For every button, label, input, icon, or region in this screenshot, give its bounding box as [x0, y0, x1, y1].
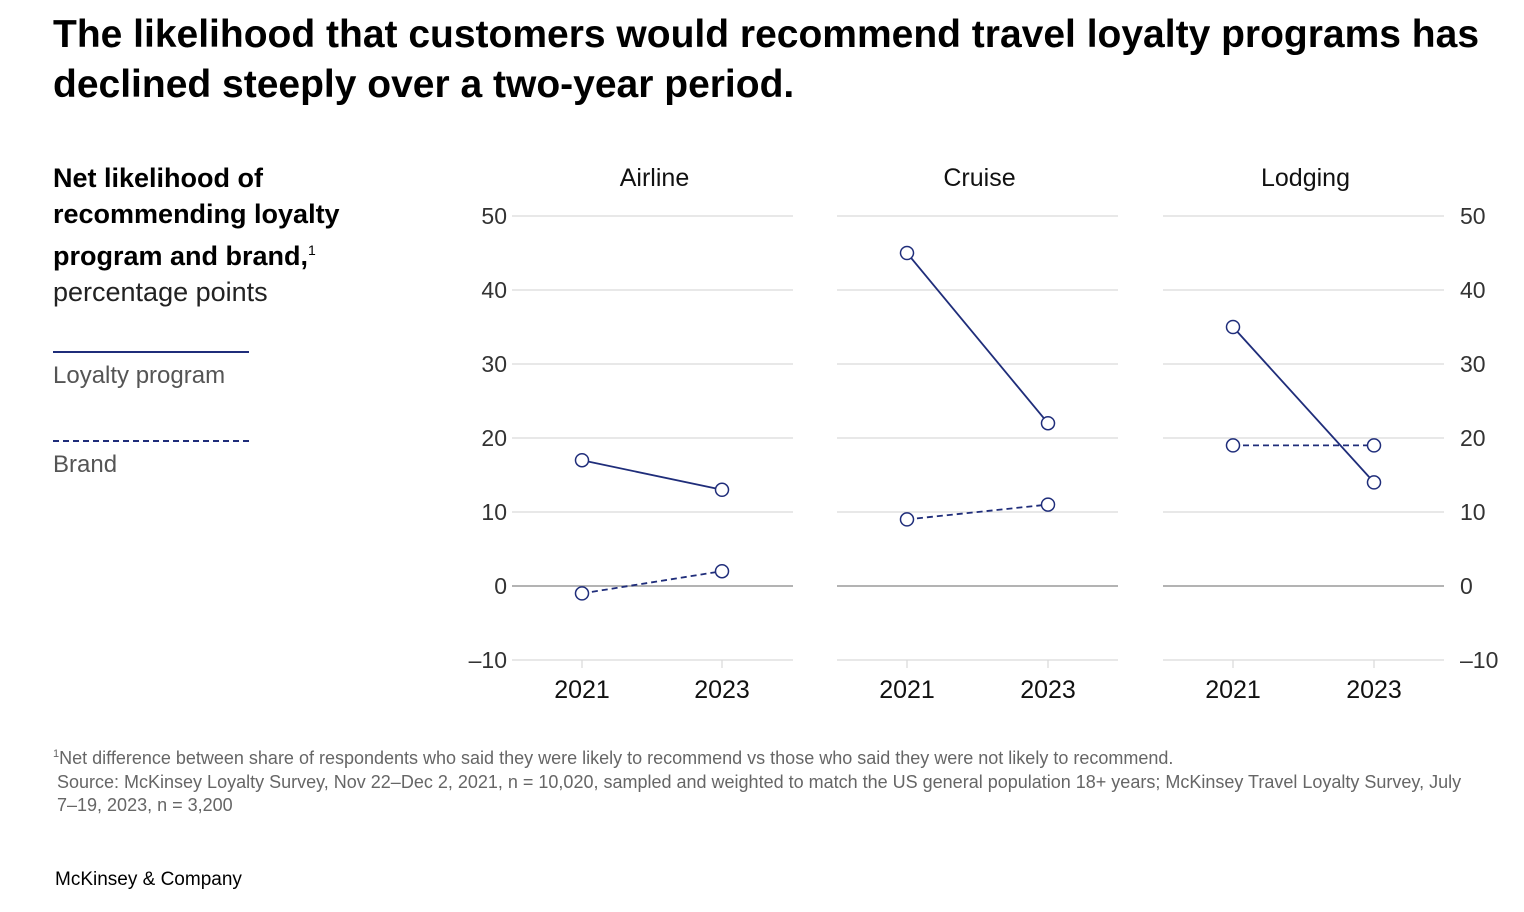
x-tick-label: 2021	[554, 676, 610, 704]
y-tick-label-left: 0	[494, 573, 507, 599]
data-point-loyalty-program-lodging	[1225, 319, 1241, 335]
data-point-brand-cruise	[899, 512, 915, 527]
legend-label-brand: Brand	[53, 451, 118, 478]
y-tick-label-left: 10	[481, 499, 507, 525]
x-tick-label: 2023	[1020, 676, 1076, 704]
data-point-loyalty-program-cruise	[1040, 415, 1056, 431]
data-point-loyalty-program-cruise	[899, 245, 915, 261]
y-tick-label-right: 10	[1460, 499, 1486, 525]
series-line-brand-airline	[581, 570, 723, 595]
y-tick-label-left: 30	[481, 351, 507, 377]
y-axis-unit: percentage points	[53, 277, 268, 307]
y-tick-label-left: 40	[481, 277, 507, 303]
y-tick-label-right: 40	[1460, 277, 1486, 303]
footnote-line: 1Net difference between share of respond…	[53, 748, 1173, 768]
panel-title-cruise: Cruise	[943, 164, 1015, 192]
y-tick-label-left: 20	[481, 425, 507, 451]
data-point-brand-lodging	[1366, 438, 1382, 453]
source-text: Source: McKinsey Loyalty Survey, Nov 22–…	[57, 771, 1462, 816]
x-tick-label: 2023	[1346, 676, 1402, 704]
x-tick-label: 2021	[879, 676, 935, 704]
legend-swatch-dashed	[53, 440, 249, 442]
y-tick-label-right: 20	[1460, 425, 1486, 451]
data-point-loyalty-program-airline	[714, 482, 730, 498]
chart-title: The likelihood that customers would reco…	[53, 13, 1480, 106]
legend-entry-loyalty-program: Loyalty program	[53, 351, 253, 391]
legend-entry-brand: Brand	[53, 440, 253, 480]
data-point-brand-airline	[574, 586, 590, 601]
data-point-brand-cruise	[1040, 497, 1056, 512]
y-axis-description: Net likelihood of recommending loyalty p…	[53, 160, 413, 310]
x-tick-label: 2023	[694, 676, 750, 704]
series-line-loyalty-program-lodging	[1232, 326, 1375, 484]
y-axis-title: Net likelihood of recommending loyalty p…	[53, 160, 413, 274]
y-axis-title-text: Net likelihood of recommending loyalty p…	[53, 163, 340, 271]
data-point-brand-lodging	[1225, 438, 1241, 453]
data-point-loyalty-program-airline	[574, 452, 590, 468]
y-tick-label-right: 50	[1460, 203, 1486, 229]
small-multiples-chart: Airline 2021 2023 Cruise 2021 2023 Lodging 2021…	[469, 164, 1499, 704]
footnote-marker: 1	[53, 748, 60, 760]
footnote-marker: 1	[308, 242, 316, 258]
brand-logo-text: McKinsey & Company	[55, 869, 242, 890]
series-line-brand-cruise	[906, 503, 1049, 521]
x-tick-label: 2021	[1205, 676, 1261, 704]
y-tick-label-left: –10	[469, 647, 507, 673]
data-point-brand-airline	[714, 563, 730, 579]
series-line-loyalty-program-airline	[581, 459, 723, 491]
legend-swatch-solid	[53, 351, 249, 353]
data-point-loyalty-program-lodging	[1366, 475, 1382, 490]
series-line-loyalty-program-cruise	[906, 252, 1049, 424]
y-tick-label-right: 30	[1460, 351, 1486, 377]
y-tick-label-right: 0	[1460, 573, 1473, 599]
panel-title-lodging: Lodging	[1261, 164, 1350, 192]
footnote-text: Net difference between share of responde…	[59, 748, 1174, 768]
y-tick-label-left: 50	[481, 203, 507, 229]
panel-title-airline: Airline	[620, 164, 689, 192]
legend-label-loyalty-program: Loyalty program	[53, 362, 226, 389]
y-tick-label-right: –10	[1460, 647, 1498, 673]
footnote: 1Net difference between share of respond…	[53, 743, 1473, 818]
